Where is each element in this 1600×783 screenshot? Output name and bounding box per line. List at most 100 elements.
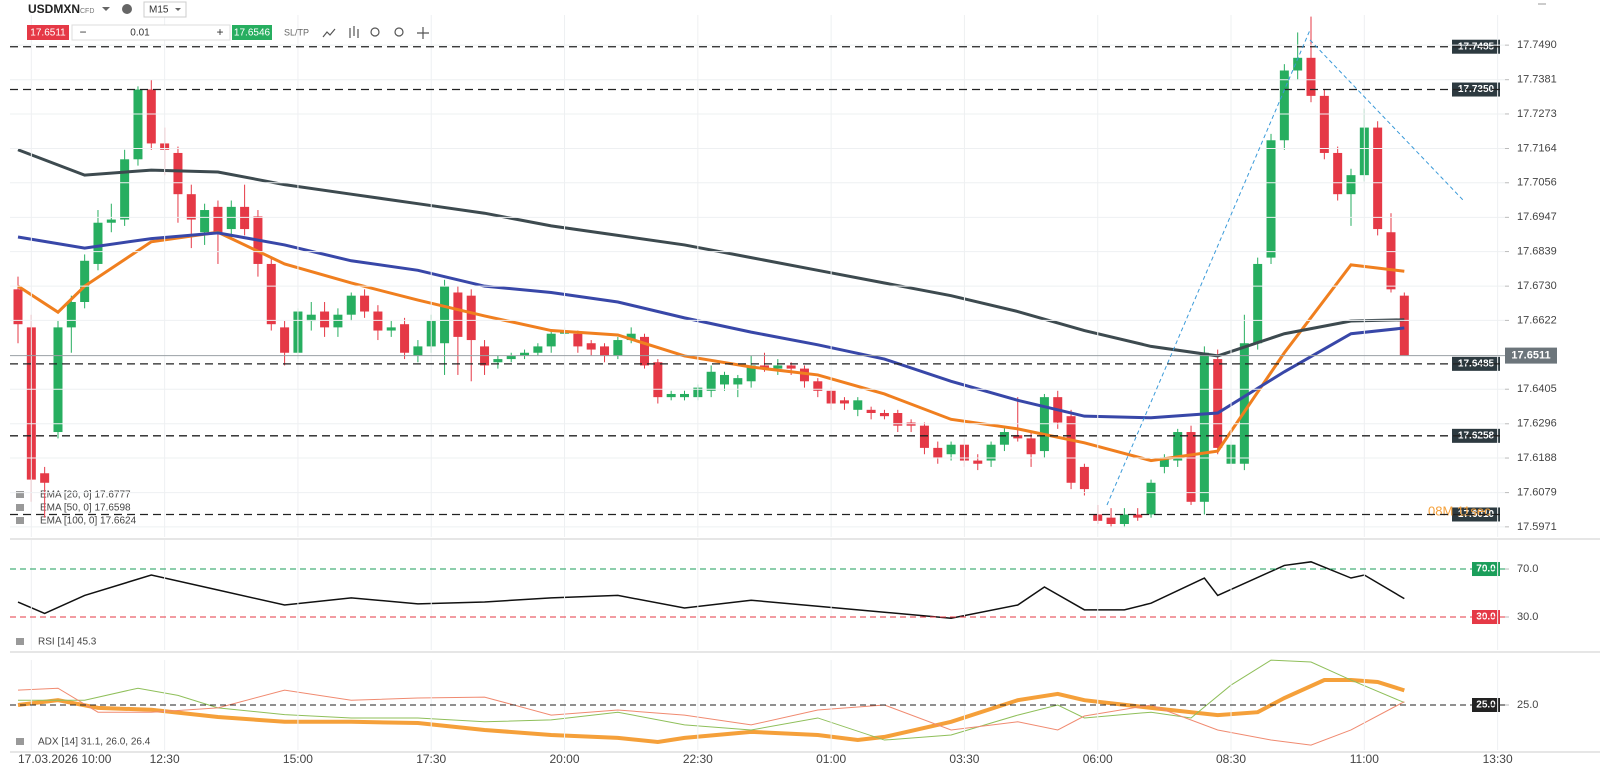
y-tick-label: 30.0 xyxy=(1517,611,1538,623)
x-tick-label: 12:30 xyxy=(150,752,180,766)
info-icon[interactable] xyxy=(122,4,132,14)
labels-layer: 17.7490 17.7381 17.7273 17.7164 17.7056 17.69… xyxy=(16,39,1557,766)
zoom-in[interactable] xyxy=(394,27,404,37)
candle-body xyxy=(1346,175,1356,195)
lot-size[interactable]: 0.01 xyxy=(130,28,150,39)
countdown: 08M 11sec xyxy=(1428,503,1491,518)
sl-tp-button[interactable]: SL/TP xyxy=(284,27,309,37)
crosshair[interactable] xyxy=(417,27,429,39)
candle-body xyxy=(879,413,889,417)
candle-body xyxy=(600,346,610,356)
trend-line[interactable] xyxy=(1309,39,1464,201)
minus-button[interactable]: − xyxy=(79,25,86,39)
indicator-level-label: 25.0 xyxy=(1476,700,1496,711)
candle-body xyxy=(386,327,396,331)
candle-body xyxy=(186,194,196,220)
candle-body xyxy=(999,432,1009,445)
x-tick-label: 01:00 xyxy=(816,752,846,766)
plus-button[interactable]: + xyxy=(216,25,223,39)
zoom-out[interactable] xyxy=(370,27,380,37)
candle-body xyxy=(533,346,543,353)
x-tick-label: 13:30 xyxy=(1483,752,1513,766)
candle-body xyxy=(53,327,63,433)
x-tick-label: 17.03.2026 10:00 xyxy=(18,752,112,766)
candle-body xyxy=(440,286,450,344)
candle-body xyxy=(719,374,729,385)
candle-body xyxy=(360,295,370,312)
symbol[interactable]: USDMXN xyxy=(28,2,80,16)
indicator-legend: ADX [14] 31.1, 26.0, 26.4 xyxy=(38,737,151,748)
dropdown-arrow[interactable] xyxy=(102,7,110,11)
candle-body xyxy=(240,206,250,230)
candle-body xyxy=(1306,57,1316,96)
grid-layer xyxy=(10,15,1600,753)
indicator-line xyxy=(17,687,1405,746)
candle-body xyxy=(1213,359,1223,448)
candle-body xyxy=(280,327,290,353)
candle-body xyxy=(973,460,983,464)
candle-body xyxy=(1173,432,1183,461)
candle-body xyxy=(40,473,50,483)
price-level-label: 17.6485 xyxy=(1458,358,1495,369)
y-tick-label: 17.7381 xyxy=(1517,74,1557,86)
sell-price[interactable]: 17.6511 xyxy=(30,28,66,39)
sell-button[interactable] xyxy=(27,25,69,40)
candle-body xyxy=(173,152,183,195)
candle-body xyxy=(1133,514,1143,518)
indicator-line xyxy=(18,659,1405,741)
candle-body xyxy=(626,333,636,341)
candle-body xyxy=(1373,127,1383,230)
indicator-line xyxy=(17,678,1405,744)
x-tick-label: 11:00 xyxy=(1350,752,1379,766)
indicator-tool[interactable] xyxy=(349,26,359,38)
price-level-label: 17.7350 xyxy=(1458,84,1495,95)
price-level-box xyxy=(1452,356,1500,371)
x-tick-label: 22:30 xyxy=(683,752,713,766)
candle-body xyxy=(413,346,423,356)
candle-body xyxy=(346,295,356,315)
candle-body xyxy=(1119,514,1129,524)
price-level-label: 17.6258 xyxy=(1458,430,1495,441)
price-level-box xyxy=(1452,507,1500,522)
price-level-label: 17.6010 xyxy=(1458,509,1495,520)
indicator-level-label: 30.0 xyxy=(1476,612,1496,623)
candle-body xyxy=(80,260,90,303)
candle-body xyxy=(613,340,623,356)
candle-body xyxy=(1253,263,1263,344)
line-tool[interactable] xyxy=(322,28,336,38)
indicator-line xyxy=(17,561,1405,619)
candle-body xyxy=(666,393,676,398)
legend-entry: EMA [100, 0] 17.6624 xyxy=(40,516,137,527)
candle-body xyxy=(213,206,223,233)
candle-body xyxy=(1239,343,1249,464)
candle-body xyxy=(733,378,743,385)
candle-body xyxy=(493,359,503,363)
candle-body xyxy=(306,314,316,322)
candle-body xyxy=(146,89,156,144)
candle-body xyxy=(1319,95,1329,153)
x-tick-label: 03:30 xyxy=(949,752,979,766)
candle-body xyxy=(106,219,116,223)
candle-body xyxy=(866,409,876,414)
buy-button[interactable] xyxy=(232,25,272,40)
trend-line[interactable] xyxy=(1106,29,1311,506)
candle-body xyxy=(933,447,943,458)
timeframe-box[interactable] xyxy=(143,1,187,18)
price-level-box xyxy=(1452,39,1500,54)
price-level-label: 17.7485 xyxy=(1458,41,1495,52)
candle-body xyxy=(773,365,783,369)
y-tick-label: 17.6405 xyxy=(1517,383,1557,395)
candle-body xyxy=(1079,466,1089,490)
candle-body xyxy=(506,355,516,360)
y-tick-label: 25.0 xyxy=(1517,699,1538,711)
buy-price[interactable]: 17.6546 xyxy=(234,28,271,39)
timeframe[interactable]: M15 xyxy=(149,5,169,16)
candle-body xyxy=(133,89,143,160)
x-tick-label: 06:00 xyxy=(1083,752,1113,766)
ema-line xyxy=(17,231,1405,420)
candle-body xyxy=(986,444,996,461)
candle-body xyxy=(1159,457,1169,467)
candle-body xyxy=(466,295,476,341)
y-tick-label: 17.5971 xyxy=(1517,521,1557,533)
